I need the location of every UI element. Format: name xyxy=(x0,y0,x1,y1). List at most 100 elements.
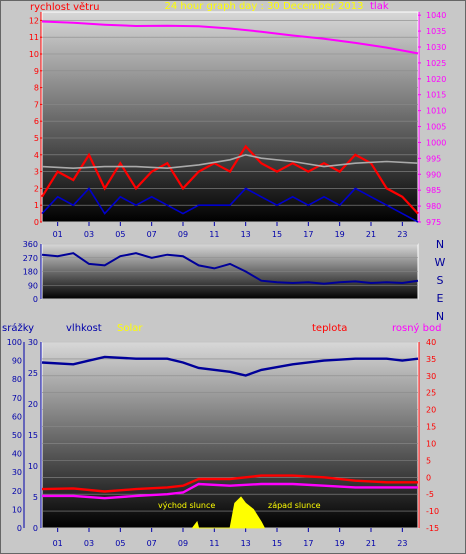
wind-x-tick-label: 09 xyxy=(178,230,188,239)
wind-x-tick-label: 03 xyxy=(84,230,94,239)
wind-x-tick-label: 19 xyxy=(335,230,345,239)
wind-x-tick-label: 07 xyxy=(147,230,157,239)
wind-x-tick-label: 15 xyxy=(272,230,282,239)
humidity-axis-title: vlhkost xyxy=(66,323,102,334)
direction-series-direction xyxy=(41,252,419,285)
temp-tick-label: 20 xyxy=(426,406,436,415)
humidity-tick-label: 40 xyxy=(12,450,22,459)
rain-axis-title: srážky xyxy=(2,322,34,334)
solar-axis-title: Solar xyxy=(117,323,143,334)
temp-tick-label: -5 xyxy=(426,490,434,499)
temp-plot-area xyxy=(41,341,419,529)
pressure-axis-title: tlak xyxy=(370,1,389,12)
direction-tick-label: 90 xyxy=(28,281,38,290)
wind-tick-label: 1 xyxy=(34,201,39,210)
humidity-tick-label: 10 xyxy=(12,505,22,514)
direction-tick-label: 0 xyxy=(33,295,38,304)
wind-series-gust xyxy=(41,144,419,215)
temp-tick-label: 30 xyxy=(426,372,436,381)
temp-x-tick-label: 15 xyxy=(272,539,282,548)
humidity-tick-label: 30 xyxy=(12,468,22,477)
wind-tick-label: 0 xyxy=(34,218,39,227)
temp-x-tick-label: 19 xyxy=(335,539,345,548)
compass-label: S xyxy=(437,274,444,287)
temp-x-tick-label: 03 xyxy=(84,539,94,548)
temp-x-tick-label: 17 xyxy=(303,539,313,548)
rain-tick-label: 5 xyxy=(33,493,38,502)
wind-x-tick-label: 21 xyxy=(366,230,376,239)
wind-tick-label: 6 xyxy=(34,117,39,126)
wind-x-tick-label: 23 xyxy=(397,230,407,239)
temp-series-temperature xyxy=(41,474,418,493)
compass-label: W xyxy=(435,256,446,269)
wind-tick-label: 7 xyxy=(34,100,39,109)
temp-x-tick-label: 07 xyxy=(147,539,157,548)
rain-tick-label: 10 xyxy=(28,462,38,471)
pressure-tick-label: 1000 xyxy=(426,138,446,147)
pressure-tick-label: 1025 xyxy=(426,59,446,68)
pressure-tick-label: 975 xyxy=(426,218,441,227)
temperature-axis-title: teplota xyxy=(312,323,347,334)
wind-tick-label: 4 xyxy=(34,151,39,160)
temp-x-tick-label: 05 xyxy=(115,539,125,548)
wind-x-tick-label: 11 xyxy=(209,230,219,239)
pressure-tick-label: 980 xyxy=(426,202,441,211)
wind-series-pressure xyxy=(41,20,419,55)
temp-series-humidity xyxy=(41,355,419,377)
temp-tick-label: 15 xyxy=(426,423,436,432)
wind-tick-label: 5 xyxy=(34,134,39,143)
humidity-tick-label: 60 xyxy=(12,412,22,421)
direction-tick-label: 270 xyxy=(23,254,38,263)
humidity-tick-label: 0 xyxy=(17,524,22,533)
temp-x-tick-label: 13 xyxy=(241,539,251,548)
wind-tick-label: 12 xyxy=(29,16,39,25)
pressure-tick-label: 995 xyxy=(426,154,441,163)
temp-tick-label: -10 xyxy=(426,507,439,516)
temp-tick-label: 0 xyxy=(426,473,431,482)
rain-tick-label: 25 xyxy=(28,369,38,378)
pressure-tick-label: 985 xyxy=(426,186,441,195)
rain-tick-label: 15 xyxy=(28,431,38,440)
temp-tick-label: 40 xyxy=(426,338,436,347)
chart-title: 24 hour graph day : 30 December 2013 xyxy=(165,1,364,12)
humidity-tick-label: 50 xyxy=(12,431,22,440)
solar-series xyxy=(191,496,266,529)
wind-tick-label: 10 xyxy=(29,50,39,59)
humidity-tick-label: 20 xyxy=(12,487,22,496)
wind-x-tick-label: 17 xyxy=(303,230,313,239)
dewpoint-axis-title: rosný bod xyxy=(392,322,441,334)
wind-tick-label: 3 xyxy=(34,168,39,177)
pressure-tick-label: 1040 xyxy=(426,11,446,20)
wind-x-tick-label: 01 xyxy=(53,230,63,239)
pressure-tick-label: 1020 xyxy=(426,75,446,84)
temp-tick-label: -15 xyxy=(426,524,439,533)
direction-tick-label: 360 xyxy=(23,240,38,249)
humidity-tick-label: 90 xyxy=(12,357,22,366)
temp-tick-label: 5 xyxy=(426,456,431,465)
sunset-annotation: západ slunce xyxy=(268,501,321,510)
pressure-tick-label: 1010 xyxy=(426,107,446,116)
temp-x-tick-label: 23 xyxy=(397,539,407,548)
temp-series-dewpoint xyxy=(42,482,418,500)
direction-tick-label: 180 xyxy=(23,268,38,277)
wind-axis-title: rychlost větru xyxy=(30,1,100,13)
rain-tick-label: 30 xyxy=(28,338,38,347)
temp-x-tick-label: 09 xyxy=(178,539,188,548)
wind-series-average xyxy=(41,187,419,223)
temp-tick-label: 25 xyxy=(426,389,436,398)
wind-series-max xyxy=(41,153,419,170)
compass-label: E xyxy=(437,292,444,305)
humidity-tick-label: 80 xyxy=(12,375,22,384)
compass-label: N xyxy=(436,238,444,251)
temp-x-tick-label: 01 xyxy=(53,539,63,548)
pressure-tick-label: 990 xyxy=(426,170,441,179)
wind-x-tick-label: 05 xyxy=(115,230,125,239)
pressure-tick-label: 1005 xyxy=(426,123,446,132)
pressure-tick-label: 1035 xyxy=(426,27,446,36)
pressure-tick-label: 1015 xyxy=(426,91,446,100)
wind-tick-label: 2 xyxy=(34,184,39,193)
pressure-tick-label: 1030 xyxy=(426,43,446,52)
rain-tick-label: 0 xyxy=(33,524,38,533)
wind-x-tick-label: 13 xyxy=(241,230,251,239)
